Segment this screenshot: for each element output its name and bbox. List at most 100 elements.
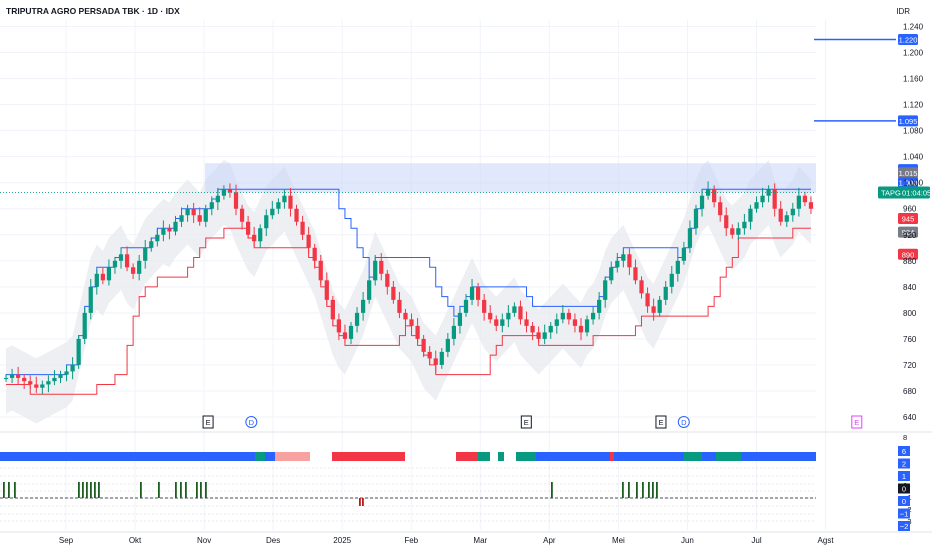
x-axis: Sep Okt Nov Des 2025 Feb Mar Apr Mei Jun Jul Agst (0, 531, 932, 545)
oscillator-bar (652, 482, 654, 498)
earnings-marker-label: E (206, 418, 211, 427)
candle-body (137, 260, 142, 274)
candle-body (22, 377, 27, 382)
candle-body (681, 247, 686, 261)
candle-body (415, 325, 420, 339)
candle-body (621, 254, 626, 261)
price-badge (898, 248, 918, 260)
oscillator-bar (90, 482, 92, 498)
y-tick-label: 1.080 (903, 127, 924, 136)
candle-body (500, 319, 505, 326)
oscillator-bar (82, 482, 84, 498)
price-levels: 1.2201.0951.0201.0151.000945924890TAPG01… (0, 34, 931, 260)
candle-body (718, 202, 723, 216)
candle-body (379, 260, 384, 274)
oscillator-bar (180, 482, 182, 498)
regime-bar-segment (716, 452, 741, 461)
earnings-marker[interactable] (202, 415, 214, 429)
candle-body (118, 254, 124, 261)
candle-body (542, 332, 547, 339)
candle-body (772, 189, 777, 209)
candle-body (173, 221, 178, 232)
candle-body (252, 234, 257, 242)
oscillator-badge-label: 1 (902, 472, 906, 481)
price-badge-label: 1.220 (899, 36, 918, 45)
candle-body (360, 299, 366, 313)
candle-body (712, 189, 717, 203)
cloud-shape (6, 159, 811, 424)
candle-body (687, 228, 693, 248)
oscillator-badge-label: −1 (900, 510, 909, 519)
candle-body (306, 234, 311, 248)
earnings-marker[interactable] (655, 415, 667, 429)
candle-body (258, 228, 263, 242)
candle-body (675, 260, 680, 274)
earnings-marker[interactable] (851, 415, 863, 429)
oscillator-badge (898, 508, 910, 519)
volatility-cloud (6, 159, 811, 424)
candle-body (318, 260, 323, 281)
regime-bar-segment (684, 452, 702, 461)
candle-body (808, 202, 814, 209)
earnings-marker[interactable] (520, 415, 532, 429)
oscillator-bar (205, 482, 207, 498)
dividend-marker[interactable] (245, 416, 258, 428)
price-badge (898, 115, 918, 127)
x-tick-label: Apr (543, 536, 556, 545)
candle-body (409, 319, 414, 326)
oscillator-bar (362, 498, 364, 506)
x-tick-label: 2025 (333, 536, 351, 545)
candle-body (233, 192, 239, 209)
candle-body (572, 319, 578, 326)
oscillator-bar (656, 482, 658, 498)
price-badge (898, 167, 918, 179)
candle-body (451, 325, 457, 339)
currency-label: IDR (896, 7, 910, 16)
dividend-marker[interactable] (677, 416, 690, 428)
candle-body (294, 208, 299, 222)
candle-body (161, 228, 166, 235)
candle-body (736, 228, 741, 235)
candle-body (34, 384, 39, 388)
regime-bar-segment (702, 452, 716, 461)
price-badge (898, 212, 918, 224)
x-tick-label: Jun (681, 536, 694, 545)
price-badge-label: 1.015 (899, 169, 918, 178)
candle-body (373, 260, 378, 281)
candle-body (445, 338, 450, 352)
x-tick-label: Mei (612, 536, 625, 545)
candle-body (40, 384, 45, 388)
oscillator-bar (175, 482, 177, 498)
oscillator-bar (200, 482, 202, 498)
last-price-symbol: TAPG (881, 188, 901, 197)
candle-body (796, 195, 801, 209)
oscillator-badge-label: 2 (902, 460, 906, 469)
candle-body (106, 267, 112, 281)
candle-body (469, 286, 475, 300)
candle-body (699, 195, 705, 209)
oscillator-bar (648, 482, 650, 498)
candle-body (669, 273, 674, 287)
candle-body (342, 332, 348, 339)
y-tick-label: 1.240 (903, 23, 924, 32)
y-tick-label: 920 (903, 231, 917, 240)
resistance-zone (205, 163, 816, 193)
candle-body (748, 208, 753, 222)
candle-body (603, 280, 608, 300)
candle-body (427, 351, 432, 359)
candle-body (778, 208, 783, 222)
price-badge-label: 924 (902, 228, 915, 237)
candle-body (488, 312, 493, 320)
candle-body (391, 286, 396, 300)
oscillator-badge (898, 483, 910, 494)
zone-rect (205, 163, 816, 193)
candle-body (58, 374, 63, 378)
candle-body (433, 358, 438, 365)
last-price-badge (878, 186, 930, 199)
candle-body (506, 312, 511, 320)
earnings-marker-label: E (524, 418, 529, 427)
candle-body (282, 195, 287, 203)
candle-body (590, 312, 596, 320)
